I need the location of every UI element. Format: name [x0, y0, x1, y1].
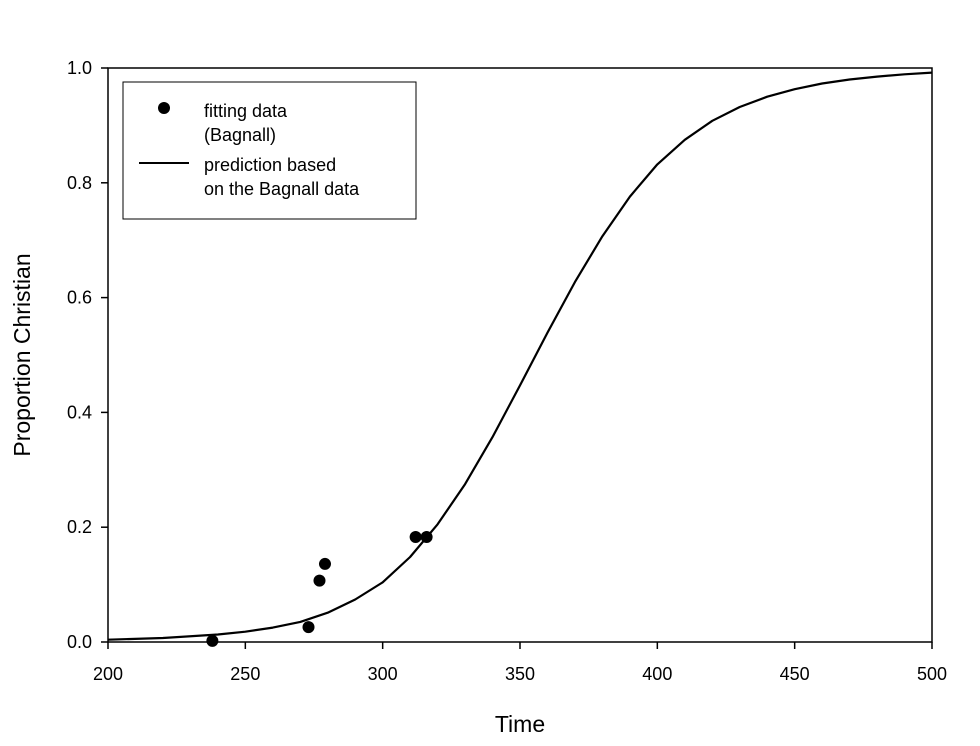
x-tick-label: 300 [368, 664, 398, 684]
data-point [409, 530, 422, 543]
legend-label-fitting-data-line2: (Bagnall) [204, 125, 276, 145]
y-tick-label: 0.8 [67, 173, 92, 193]
x-axis-title: Time [495, 711, 545, 737]
legend-marker-fitting-data [158, 102, 170, 114]
plot-layer [107, 71, 933, 647]
legend-label-fitting-data-line1: fitting data [204, 101, 288, 121]
y-tick-label: 0.0 [67, 632, 92, 652]
y-tick-label: 0.2 [67, 517, 92, 537]
x-tick-label: 350 [505, 664, 535, 684]
data-point [318, 557, 331, 570]
y-tick-label: 0.4 [67, 402, 92, 422]
x-tick-label: 400 [642, 664, 672, 684]
x-tick-label: 250 [230, 664, 260, 684]
y-axis-title: Proportion Christian [9, 253, 35, 456]
x-tick-label: 450 [780, 664, 810, 684]
legend: fitting data (Bagnall) prediction based … [122, 81, 417, 220]
legend-box [122, 81, 417, 220]
y-tick-label: 1.0 [67, 58, 92, 78]
axes-layer: 200 250 300 350 400 450 500 0.0 0.2 0.4 0.6 0.8 1.0 [67, 58, 947, 684]
legend-label-prediction-line2: on the Bagnall data [204, 179, 360, 199]
data-point [206, 634, 219, 647]
y-tick-label: 0.6 [67, 288, 92, 308]
prediction-line [107, 71, 933, 641]
data-point [313, 574, 326, 587]
legend-label-prediction-line1: prediction based [204, 155, 336, 175]
x-tick-label: 200 [93, 664, 123, 684]
data-point [420, 530, 433, 543]
x-tick-label: 500 [917, 664, 947, 684]
data-point [302, 621, 315, 634]
